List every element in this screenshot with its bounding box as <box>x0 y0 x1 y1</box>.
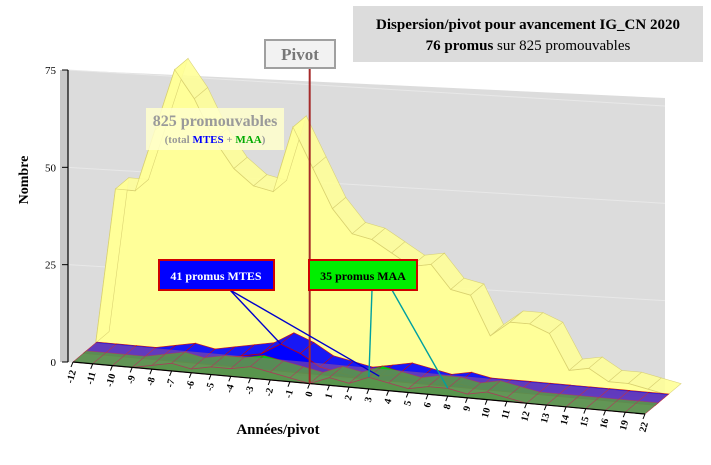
x-tick-label: -9 <box>125 374 138 385</box>
x-tick-label: -4 <box>224 383 237 394</box>
y-axis-title: Nombre <box>17 156 32 205</box>
x-tick-label: -12 <box>65 369 79 385</box>
x-tick <box>208 374 212 380</box>
subtitle-promus: 76 promus <box>426 38 494 54</box>
promouvables-prefix: (total <box>165 134 193 146</box>
x-tick <box>603 410 607 416</box>
promouvables-label: 825 promouvables <box>153 113 278 130</box>
maa-leader <box>391 289 449 389</box>
x-tick <box>504 401 508 407</box>
y-tick-label: 50 <box>45 162 57 174</box>
promouvables-box <box>146 108 284 150</box>
y-tick-label: 0 <box>51 357 57 369</box>
x-tick-label: 14 <box>559 414 572 427</box>
x-tick-label: 11 <box>500 408 513 420</box>
promouvables-maa: MAA <box>235 134 261 146</box>
x-tick-label: -3 <box>244 385 257 396</box>
x-tick-label: -6 <box>184 380 197 391</box>
x-tick <box>543 404 547 411</box>
maa-callout-box <box>308 259 418 291</box>
x-tick <box>445 395 449 402</box>
x-tick-label: -11 <box>85 371 99 386</box>
x-tick-label: -10 <box>104 373 118 389</box>
x-axis-line <box>72 361 646 415</box>
y-tick-label: 75 <box>45 65 57 77</box>
x-tick <box>386 390 390 396</box>
x-tick-label: 13 <box>539 412 552 425</box>
x-tick <box>109 365 113 371</box>
promouvables-suffix: ) <box>262 134 266 146</box>
pivot-label-box <box>264 39 336 69</box>
x-tick-label: 19 <box>618 419 631 432</box>
x-tick <box>583 408 587 414</box>
title-box <box>353 6 703 62</box>
x-tick <box>425 394 429 400</box>
maa-leader <box>368 289 373 378</box>
x-tick-label: 9 <box>461 405 473 413</box>
x-tick <box>70 361 74 368</box>
x-tick-label: 4 <box>383 398 395 406</box>
x-tick-label: -8 <box>145 376 158 387</box>
x-tick <box>248 377 251 384</box>
total-series-segment <box>647 377 682 396</box>
x-tick-label: -5 <box>204 382 217 393</box>
promouvables-mtes: MTES <box>192 134 223 146</box>
x-tick-label: 12 <box>519 410 532 423</box>
x-tick-label: 16 <box>598 417 611 430</box>
x-tick <box>465 397 468 404</box>
x-tick <box>90 363 94 369</box>
x-tick <box>563 406 567 413</box>
maa-callout: 35 promus MAA <box>320 269 406 283</box>
mtes-callout-box <box>158 259 275 291</box>
x-tick-label: 2 <box>343 394 355 402</box>
x-tick-label: 22 <box>638 421 651 434</box>
x-tick <box>405 392 409 398</box>
x-tick-label: 3 <box>363 396 375 404</box>
subtitle-rest: sur 825 promouvables <box>493 38 630 54</box>
promouvables-plus: + <box>224 134 236 146</box>
y-tick-label: 25 <box>45 260 57 272</box>
x-tick <box>267 379 271 386</box>
x-tick-label: 6 <box>422 401 434 409</box>
x-tick <box>484 399 488 405</box>
side-wall <box>60 70 68 362</box>
x-tick-label: 15 <box>578 416 591 429</box>
mtes-callout: 41 promus MTES <box>170 269 261 283</box>
mtes-leader <box>229 289 380 377</box>
x-tick-label: 5 <box>402 399 414 407</box>
y-gridline <box>67 69 666 107</box>
floor-band <box>73 342 668 414</box>
x-tick-label: 8 <box>442 403 454 411</box>
x-tick <box>642 413 646 420</box>
x-tick <box>622 412 626 418</box>
x-tick <box>287 381 291 387</box>
x-tick <box>169 370 173 377</box>
x-tick-label: -2 <box>263 387 276 398</box>
x-tick <box>188 372 192 378</box>
x-tick-label: -7 <box>165 378 178 389</box>
x-tick <box>524 403 528 409</box>
x-tick <box>307 383 311 389</box>
x-tick <box>129 367 133 373</box>
x-tick-label: 10 <box>480 407 493 420</box>
x-tick-label: 1 <box>323 392 335 400</box>
chart-title: Dispersion/pivot pour avancement IG_CN 2… <box>376 17 680 33</box>
x-tick <box>346 386 350 393</box>
chart-subtitle: 76 promus sur 825 promouvables <box>426 38 631 54</box>
promouvables-detail: (total MTES + MAA) <box>165 134 266 146</box>
x-axis-title: Années/pivot <box>236 422 319 438</box>
x-tick <box>228 376 232 382</box>
x-tick-label: -1 <box>283 389 296 400</box>
mtes-leader <box>229 289 282 345</box>
x-tick-label: 0 <box>304 390 316 398</box>
x-tick <box>366 388 370 395</box>
x-tick <box>149 368 153 375</box>
x-tick <box>326 385 330 391</box>
pivot-label: Pivot <box>281 45 319 64</box>
